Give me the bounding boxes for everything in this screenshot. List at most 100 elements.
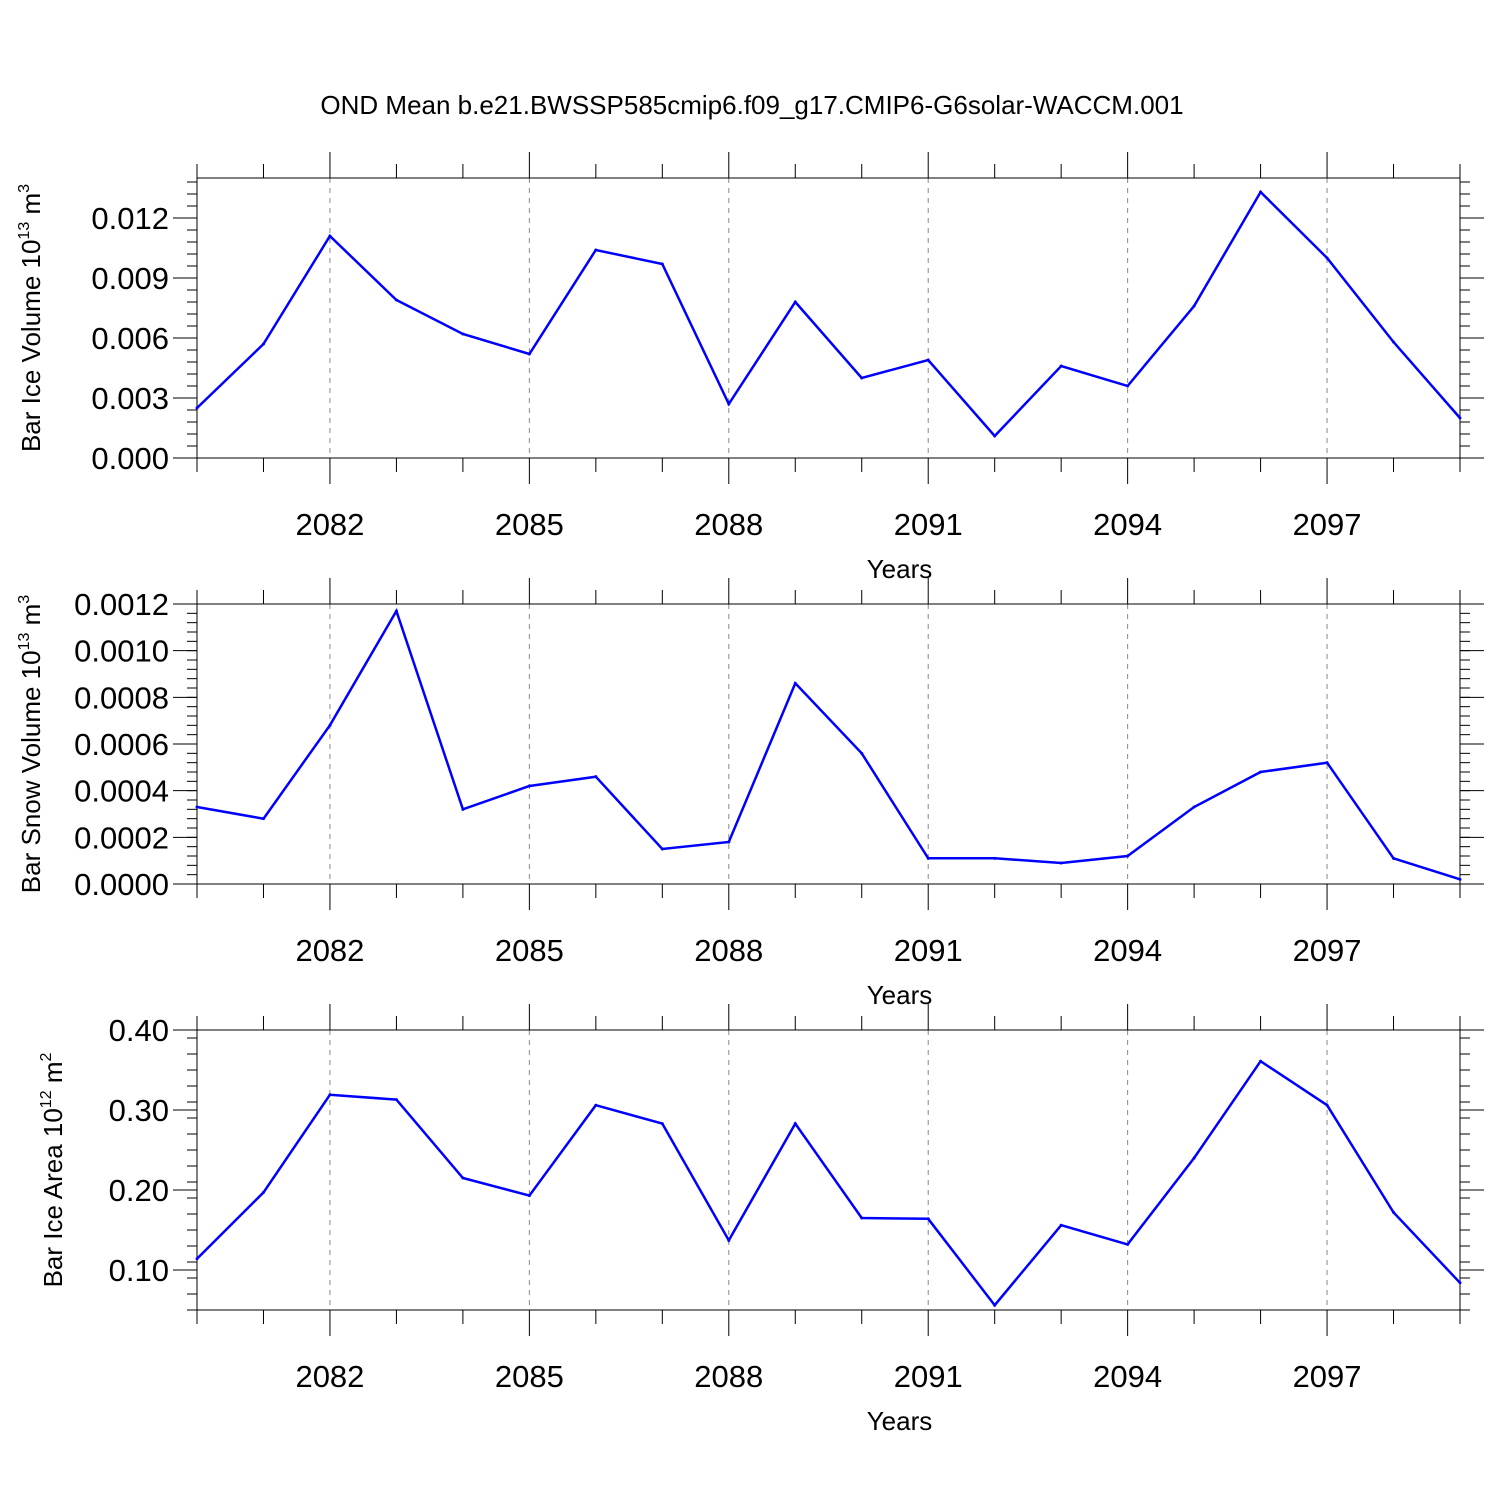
y-axis-title: Bar Snow Volume 1013 m3 [16, 595, 46, 894]
x-tick-label: 2094 [1093, 933, 1162, 968]
data-point [727, 1238, 731, 1242]
data-point [594, 775, 598, 779]
data-point [727, 402, 731, 406]
data-point [1059, 861, 1063, 865]
data-point [1325, 1103, 1329, 1107]
plot-frame [196, 1029, 1461, 1311]
y-tick-label: 0.000 [91, 441, 169, 476]
data-point [328, 234, 332, 238]
data-point [1392, 340, 1396, 344]
data-point [793, 300, 797, 304]
series-line [196, 607, 1461, 881]
x-tick-label: 2097 [1293, 933, 1362, 968]
data-point [195, 406, 199, 410]
x-axis-title: Years [867, 1406, 933, 1436]
x-tick-label: 2088 [694, 507, 763, 542]
data-point [1259, 770, 1263, 774]
data-point [793, 1122, 797, 1126]
data-point [594, 1103, 598, 1107]
data-point [261, 1190, 265, 1194]
x-tick-label: 2091 [894, 1359, 963, 1394]
y-tick-label: 0.003 [91, 381, 169, 416]
data-point [993, 1303, 997, 1307]
series-line [196, 1059, 1461, 1308]
y-tick-label: 0.30 [109, 1093, 169, 1128]
data-point [1458, 416, 1462, 420]
data-point [461, 807, 465, 811]
plot-frame [196, 177, 1461, 459]
series-line [196, 189, 1461, 438]
data-point [394, 298, 398, 302]
data-point [328, 1093, 332, 1097]
x-tick-label: 2091 [894, 933, 963, 968]
data-point [527, 784, 531, 788]
x-tick-label: 2097 [1293, 1359, 1362, 1394]
y-tick-label: 0.10 [109, 1253, 169, 1288]
data-point [1458, 1281, 1462, 1285]
data-point [328, 723, 332, 727]
data-point [461, 332, 465, 336]
chart-panel-3: 2082 2085 2088 2091 2094 2097 Years 0.10 0.20 0.3… [38, 1004, 1484, 1436]
y-tick-label: 0.009 [91, 261, 169, 296]
data-point [1259, 1059, 1263, 1063]
data-point [926, 856, 930, 860]
data-point [993, 434, 997, 438]
x-tick-label: 2082 [295, 933, 364, 968]
y-tick-label: 0.006 [91, 321, 169, 356]
y-tick-label: 0.012 [91, 201, 169, 236]
y-axis-title: Bar Ice Area 1012 m2 [38, 1052, 68, 1287]
x-axis-title: Years [867, 554, 933, 584]
data-point [1126, 384, 1130, 388]
data-point [261, 342, 265, 346]
data-point [860, 376, 864, 380]
x-tick-label: 2097 [1293, 507, 1362, 542]
data-point [594, 248, 598, 252]
y-tick-label: 0.0000 [74, 867, 169, 902]
x-tick-label: 2088 [694, 933, 763, 968]
data-point [1059, 364, 1063, 368]
data-point [860, 751, 864, 755]
chart-panel-1: 2082 2085 2088 2091 2094 2097 Years 0.000 0.003 0… [16, 152, 1484, 584]
data-point [1059, 1223, 1063, 1227]
x-tick-label: 2085 [495, 1359, 564, 1394]
x-tick-label: 2094 [1093, 507, 1162, 542]
data-point [1259, 190, 1263, 194]
data-point [660, 847, 664, 851]
y-tick-label: 0.20 [109, 1173, 169, 1208]
data-point [1392, 1210, 1396, 1214]
y-tick-label: 0.0002 [74, 820, 169, 855]
data-point [926, 1217, 930, 1221]
panels: 2082 2085 2088 2091 2094 2097 Years 0.000 0.003 0… [16, 152, 1484, 1436]
x-tick-label: 2091 [894, 507, 963, 542]
y-tick-label: 0.0006 [74, 727, 169, 762]
x-tick-label: 2085 [495, 507, 564, 542]
data-point [261, 817, 265, 821]
data-point [993, 856, 997, 860]
data-point [660, 262, 664, 266]
y-tick-label: 0.40 [109, 1013, 169, 1048]
data-point [527, 352, 531, 356]
data-point [1325, 761, 1329, 765]
y-tick-label: 0.0008 [74, 680, 169, 715]
y-axis-title: Bar Ice Volume 1013 m3 [16, 184, 46, 452]
y-tick-label: 0.0012 [74, 587, 169, 622]
data-point [394, 609, 398, 613]
data-point [461, 1176, 465, 1180]
data-point [1126, 854, 1130, 858]
data-point [1192, 805, 1196, 809]
figure-title: OND Mean b.e21.BWSSP585cmip6.f09_g17.CMI… [320, 90, 1183, 120]
data-point [926, 358, 930, 362]
plot-frame [196, 603, 1461, 885]
y-tick-label: 0.0010 [74, 634, 169, 669]
data-point [1192, 1156, 1196, 1160]
y-tick-label: 0.0004 [74, 774, 169, 809]
data-point [1192, 304, 1196, 308]
x-tick-label: 2085 [495, 933, 564, 968]
data-point [793, 681, 797, 685]
data-point [860, 1216, 864, 1220]
data-point [1126, 1242, 1130, 1246]
x-axis-title: Years [867, 980, 933, 1010]
chart-panel-2: 2082 2085 2088 2091 2094 2097 Years 0.0000 0.000… [16, 578, 1484, 1010]
x-tick-label: 2082 [295, 507, 364, 542]
